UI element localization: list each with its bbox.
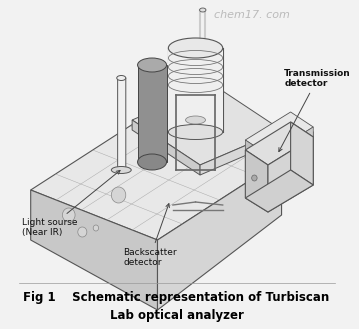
Polygon shape (245, 150, 268, 212)
Polygon shape (291, 122, 313, 185)
Polygon shape (245, 122, 313, 165)
Polygon shape (245, 140, 268, 165)
Circle shape (111, 187, 126, 203)
Polygon shape (118, 78, 126, 171)
Polygon shape (268, 137, 313, 212)
Polygon shape (31, 190, 158, 310)
Text: Transmission
detector: Transmission detector (279, 69, 351, 152)
Ellipse shape (186, 116, 205, 124)
Polygon shape (245, 112, 313, 155)
Ellipse shape (168, 124, 223, 139)
Circle shape (78, 227, 87, 237)
Circle shape (252, 175, 257, 181)
Ellipse shape (111, 166, 131, 173)
Ellipse shape (117, 75, 126, 81)
Polygon shape (132, 85, 281, 165)
Circle shape (93, 225, 99, 231)
Text: Light sourse
(Near IR): Light sourse (Near IR) (22, 170, 120, 238)
Polygon shape (245, 117, 313, 160)
Polygon shape (31, 110, 281, 240)
Polygon shape (268, 127, 313, 165)
Circle shape (62, 208, 75, 222)
Text: Lab optical analyzer: Lab optical analyzer (109, 310, 243, 322)
Polygon shape (268, 132, 313, 165)
Polygon shape (132, 120, 200, 175)
Polygon shape (168, 48, 223, 132)
Polygon shape (158, 160, 281, 310)
Text: Fig 1    Schematic representation of Turbiscan: Fig 1 Schematic representation of Turbis… (23, 291, 330, 305)
Ellipse shape (200, 8, 206, 12)
Ellipse shape (137, 58, 167, 72)
Ellipse shape (168, 38, 223, 58)
Text: chem17. com: chem17. com (214, 10, 290, 20)
Polygon shape (137, 65, 167, 162)
Polygon shape (245, 170, 313, 212)
Ellipse shape (137, 154, 167, 170)
Text: Backscatter
detector: Backscatter detector (123, 204, 177, 267)
Polygon shape (200, 130, 281, 175)
Polygon shape (245, 145, 268, 165)
